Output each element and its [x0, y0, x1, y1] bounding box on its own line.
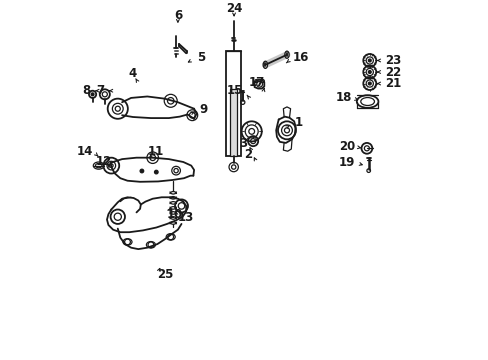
Circle shape: [91, 93, 94, 96]
Text: 3: 3: [239, 137, 247, 150]
Text: 11: 11: [148, 145, 164, 158]
Text: 19: 19: [338, 156, 355, 169]
Text: 13: 13: [178, 211, 194, 224]
Circle shape: [154, 170, 158, 174]
Text: 8: 8: [82, 84, 90, 97]
Text: 7: 7: [97, 84, 104, 97]
Text: 17: 17: [248, 76, 265, 89]
Bar: [230, 89, 237, 156]
Text: 2: 2: [244, 148, 252, 161]
Text: 24: 24: [225, 3, 242, 15]
Text: 4: 4: [128, 67, 137, 80]
Circle shape: [367, 71, 370, 73]
Circle shape: [367, 59, 370, 62]
Text: 18: 18: [335, 91, 351, 104]
Text: 15: 15: [226, 84, 243, 97]
Text: 5: 5: [196, 51, 204, 64]
Text: 21: 21: [385, 77, 401, 90]
Circle shape: [140, 169, 143, 173]
Text: 12: 12: [96, 156, 112, 168]
Text: 1: 1: [294, 116, 303, 129]
Text: 9: 9: [199, 103, 207, 116]
Text: 16: 16: [292, 51, 309, 64]
Text: 23: 23: [385, 54, 401, 67]
Text: 20: 20: [339, 140, 355, 153]
Text: 6: 6: [173, 9, 182, 22]
Bar: [226, 51, 241, 156]
Circle shape: [367, 82, 370, 85]
Text: 25: 25: [157, 268, 173, 281]
Text: 14: 14: [77, 145, 93, 158]
Text: 22: 22: [385, 66, 401, 78]
Text: 10: 10: [167, 208, 183, 221]
